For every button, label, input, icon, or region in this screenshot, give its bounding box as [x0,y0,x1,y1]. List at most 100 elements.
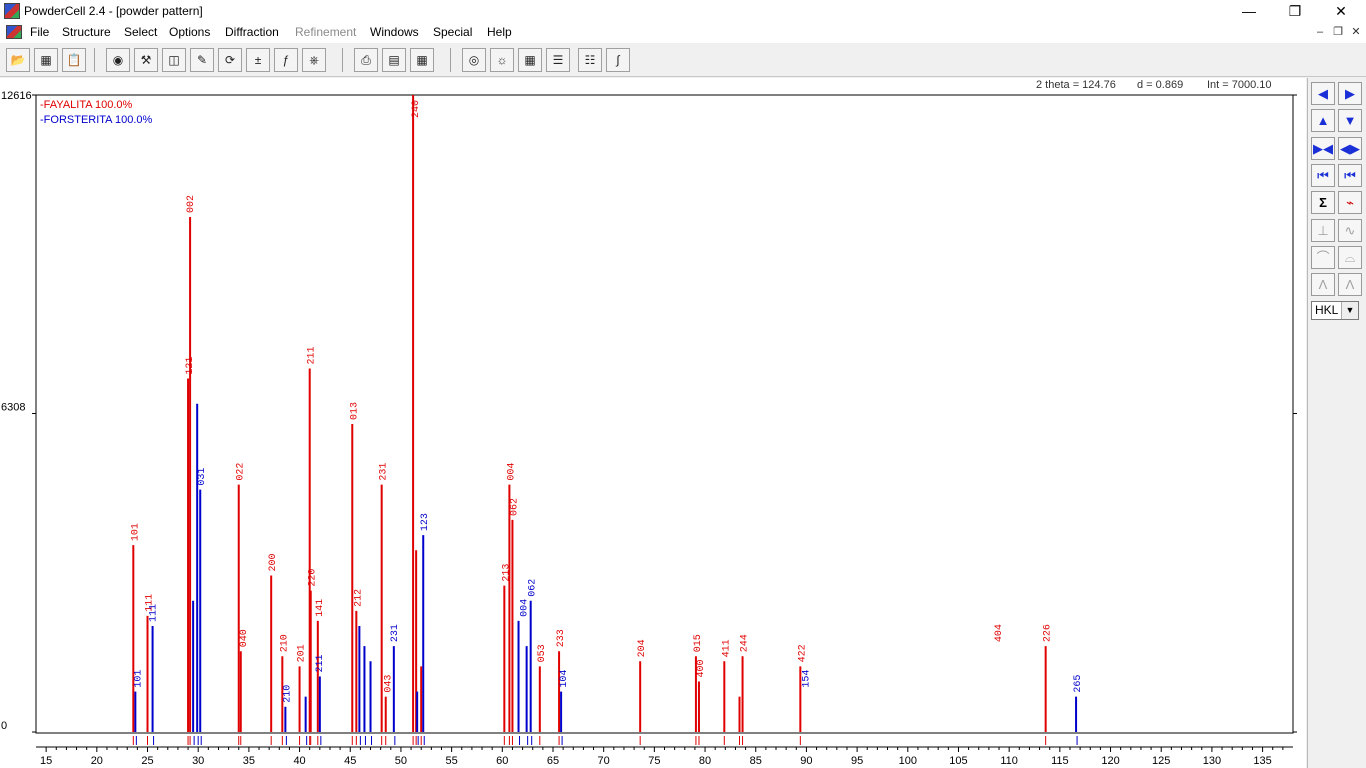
x-tick-label: 45 [344,755,356,767]
hkl-label: 244 [740,634,751,652]
x-tick-label: 105 [949,755,967,767]
scale-up-icon[interactable]: ▲ [1311,109,1335,132]
mdi-close-button[interactable]: ✕ [1351,26,1361,38]
hkl-icon[interactable]: ƒ [274,48,298,72]
pattern-icon[interactable]: ☼ [490,48,514,72]
target-icon[interactable]: ◉ [106,48,130,72]
hkl-label: 015 [693,634,704,652]
structure-icon[interactable]: ▦ [34,48,58,72]
x-tick-label: 35 [243,755,255,767]
menu-refinement[interactable]: Refinement [295,25,357,39]
hkl-label: 210 [282,685,293,703]
hkl-label: 062 [528,579,539,597]
mdi-restore-button[interactable]: ❐ [1333,26,1343,38]
x-tick-label: 20 [91,755,103,767]
zoom-in-icon[interactable]: ▶◀ [1311,137,1335,160]
intensity-readout: Int = 7000.10 [1207,79,1272,91]
menu-select[interactable]: Select [124,25,158,39]
hkl-label: 213 [501,564,512,582]
menu-diffraction[interactable]: Diffraction [225,25,279,39]
hkl-dropdown-value: HKL [1315,303,1339,317]
document-icon[interactable] [6,25,22,39]
menu-bar: File Structure Select Options Diffractio… [0,22,1366,43]
sum-icon[interactable]: Σ [1311,191,1335,214]
fit-icon[interactable]: ∫ [606,48,630,72]
peak-icon[interactable]: ⊥ [1311,219,1335,242]
legend-entry-fayalita: -FAYALITA 100.0% [40,99,133,111]
x-tick-label: 40 [293,755,305,767]
maximize-button[interactable]: ❐ [1288,3,1302,19]
hkl-label: 141 [315,599,326,617]
scale-down-icon[interactable]: ▼ [1338,109,1362,132]
x-tick-label: 55 [445,755,457,767]
zoom-out-icon[interactable]: ◀▶ [1338,137,1362,160]
fit-profile-icon[interactable]: Λ [1338,273,1362,296]
difference-icon[interactable]: ∿ [1338,219,1362,242]
scroll-right-icon[interactable]: ▶ [1338,82,1362,105]
mdi-minimize-button[interactable]: – [1316,26,1324,38]
hkl-label: 200 [268,553,279,571]
first-icon[interactable]: ⏮ [1311,164,1335,187]
powder-pattern-chart[interactable]: 1011110021210220402002102012112201410132… [0,78,1306,768]
hkl-label: 040 [239,629,250,647]
x-tick-label: 110 [1000,755,1018,767]
menu-file[interactable]: File [30,25,50,39]
export-icon[interactable]: ▦ [410,48,434,72]
scroll-left-icon[interactable]: ◀ [1311,82,1335,105]
two-theta-readout: 2 theta = 124.76 [1036,79,1116,91]
x-tick-label: 115 [1051,755,1069,767]
menu-help[interactable]: Help [487,25,512,39]
app-icon[interactable] [4,3,20,19]
toolbar: 📂 ▦ 📋 ◉ ⚒ ◫ ✎ ⟳ ± ƒ ⎈ ⎙ ▤ ▦ ◎ ☼ ▦ ☰ ☷ ∫ [0,44,1366,77]
background-icon[interactable]: ⌒ [1311,246,1335,269]
compare-icon[interactable]: ☰ [546,48,570,72]
minimize-button[interactable]: — [1242,3,1256,19]
toolbar-separator [94,48,95,72]
menu-options[interactable]: Options [169,25,211,39]
toolbar-separator [450,48,451,72]
start-icon[interactable]: ⏮ [1338,164,1362,187]
diffraction-icon[interactable]: ◎ [462,48,486,72]
cell-icon[interactable]: ◫ [162,48,186,72]
hkl-label: 204 [637,639,648,657]
color-icon[interactable]: ▦ [518,48,542,72]
profile-icon[interactable]: Λ [1311,273,1335,296]
hkl-label: 101 [133,670,144,688]
menu-structure[interactable]: Structure [62,25,111,39]
edit-icon[interactable]: ✎ [190,48,214,72]
database-icon[interactable]: ⎈ [302,48,326,72]
print-preview-icon[interactable]: ▤ [382,48,406,72]
close-button[interactable]: ✕ [1335,3,1347,19]
shift-icon[interactable]: ± [246,48,270,72]
table-icon[interactable]: ☷ [578,48,602,72]
smooth-icon[interactable]: ⌓ [1338,246,1362,269]
spectrum-icon[interactable]: ⌁ [1338,191,1362,214]
hkl-label: 031 [197,468,208,486]
x-tick-label: 30 [192,755,204,767]
x-tick-label: 25 [141,755,153,767]
rotate-icon[interactable]: ⟳ [218,48,242,72]
chevron-down-icon[interactable]: ▼ [1341,302,1358,319]
x-tick-label: 65 [547,755,559,767]
tools-icon[interactable]: ⚒ [134,48,158,72]
hkl-label: 104 [559,670,570,688]
hkl-label: 231 [379,463,390,481]
hkl-label: 053 [537,644,548,662]
legend-entry-forsterita: -FORSTERITA 100.0% [40,114,152,126]
hkl-label: 231 [390,624,401,642]
y-tick-label: 0 [1,720,7,732]
print-icon[interactable]: ⎙ [354,48,378,72]
x-tick-label: 90 [800,755,812,767]
x-tick-label: 50 [395,755,407,767]
hkl-dropdown[interactable]: HKL ▼ [1311,301,1359,320]
y-tick-label: 12616 [1,90,32,102]
menu-special[interactable]: Special [433,25,473,39]
hkl-label: 411 [721,639,732,657]
hkl-label: 404 [994,624,1005,642]
hkl-label: 201 [297,644,308,662]
clipboard-icon[interactable]: 📋 [62,48,86,72]
hkl-label: 004 [520,599,531,617]
hkl-label: 422 [797,644,808,662]
open-file-icon[interactable]: 📂 [6,48,30,72]
menu-windows[interactable]: Windows [370,25,419,39]
